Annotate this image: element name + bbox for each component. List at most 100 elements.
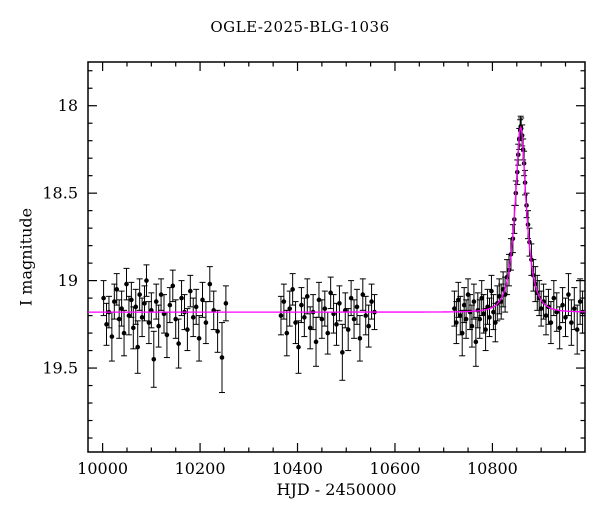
y-tick-label: 19 (58, 271, 78, 290)
data-point (219, 355, 225, 360)
y-tick-label: 19.5 (42, 359, 78, 378)
data-point (457, 313, 463, 318)
data-point (557, 325, 562, 331)
data-point (287, 306, 293, 311)
data-point (176, 341, 181, 346)
data-point (179, 295, 184, 301)
data-point (302, 315, 307, 320)
y-tick-label: 18.5 (42, 184, 78, 203)
data-point (207, 281, 213, 287)
data-point (481, 311, 486, 317)
data-point (290, 287, 295, 292)
data-point (487, 315, 492, 320)
data-point (357, 336, 363, 341)
data-point (131, 325, 136, 331)
tick-labels: 10000 10200 10400 10600 10800 18 18.5 19 19.5 (42, 96, 517, 478)
data-point (461, 302, 467, 308)
data-point (469, 323, 475, 329)
data-point (121, 330, 127, 336)
data-point (114, 287, 120, 292)
x-axis-label: HJD - 2450000 (276, 480, 397, 499)
data-point (146, 320, 152, 325)
data-point (574, 327, 580, 332)
data-point (119, 306, 124, 311)
data-point (126, 313, 132, 318)
x-tick-label: 10400 (272, 459, 323, 478)
data-point (203, 320, 209, 325)
data-point (325, 330, 331, 336)
data-point (153, 299, 159, 304)
data-point (304, 294, 310, 299)
data-point (133, 304, 139, 310)
x-tick-label: 10800 (467, 459, 518, 478)
x-tick-label: 10000 (77, 459, 128, 478)
data-point (493, 320, 498, 325)
data-point (354, 304, 360, 310)
data-point (479, 295, 485, 301)
data-series (100, 115, 585, 394)
data-point (129, 297, 134, 303)
data-point (348, 295, 354, 301)
data-point (215, 329, 220, 334)
data-point (577, 299, 583, 304)
data-point (477, 316, 483, 322)
data-point (193, 304, 199, 310)
data-point (473, 339, 479, 345)
data-point (164, 332, 170, 338)
model-curve (88, 125, 585, 313)
chart-title: OGLE-2025-BLG-1036 (210, 18, 390, 36)
data-point (471, 299, 477, 304)
x-tick-label: 10200 (175, 459, 226, 478)
data-point (548, 320, 554, 325)
data-point (112, 299, 117, 304)
data-point (313, 339, 319, 345)
data-point (363, 313, 369, 318)
data-point (167, 302, 173, 308)
data-point (319, 316, 325, 322)
data-point (340, 350, 345, 355)
data-point (360, 292, 366, 297)
data-point (483, 327, 488, 332)
data-point (293, 320, 298, 325)
data-point (139, 315, 145, 320)
data-point (284, 330, 290, 336)
data-point (538, 306, 544, 311)
plot-frame (87, 61, 586, 453)
data-point (278, 313, 284, 318)
data-point (322, 306, 328, 311)
data-point (543, 313, 549, 318)
data-point (334, 322, 339, 327)
data-point (563, 315, 568, 320)
data-point (296, 344, 301, 350)
data-point (200, 297, 205, 303)
data-point (170, 283, 176, 289)
data-point (188, 288, 193, 294)
data-point (109, 334, 115, 339)
data-point (337, 301, 342, 306)
data-point (369, 299, 374, 304)
data-point (452, 306, 457, 311)
data-point (185, 327, 190, 332)
data-point (223, 301, 229, 306)
data-point (345, 327, 351, 332)
data-point (151, 357, 157, 362)
data-point (351, 316, 357, 322)
data-point (366, 323, 371, 329)
y-tick-label: 18 (58, 96, 78, 115)
data-point (135, 344, 140, 350)
data-point (144, 278, 149, 283)
data-point (137, 292, 142, 297)
data-point (124, 281, 129, 287)
data-point (101, 295, 106, 301)
data-point (566, 292, 571, 297)
data-point (560, 302, 565, 308)
data-point (554, 309, 560, 315)
data-point (281, 299, 287, 304)
data-point (491, 309, 496, 315)
x-tick-label: 10600 (370, 459, 421, 478)
data-point (454, 320, 459, 325)
data-point (116, 316, 122, 322)
data-point (569, 320, 574, 325)
